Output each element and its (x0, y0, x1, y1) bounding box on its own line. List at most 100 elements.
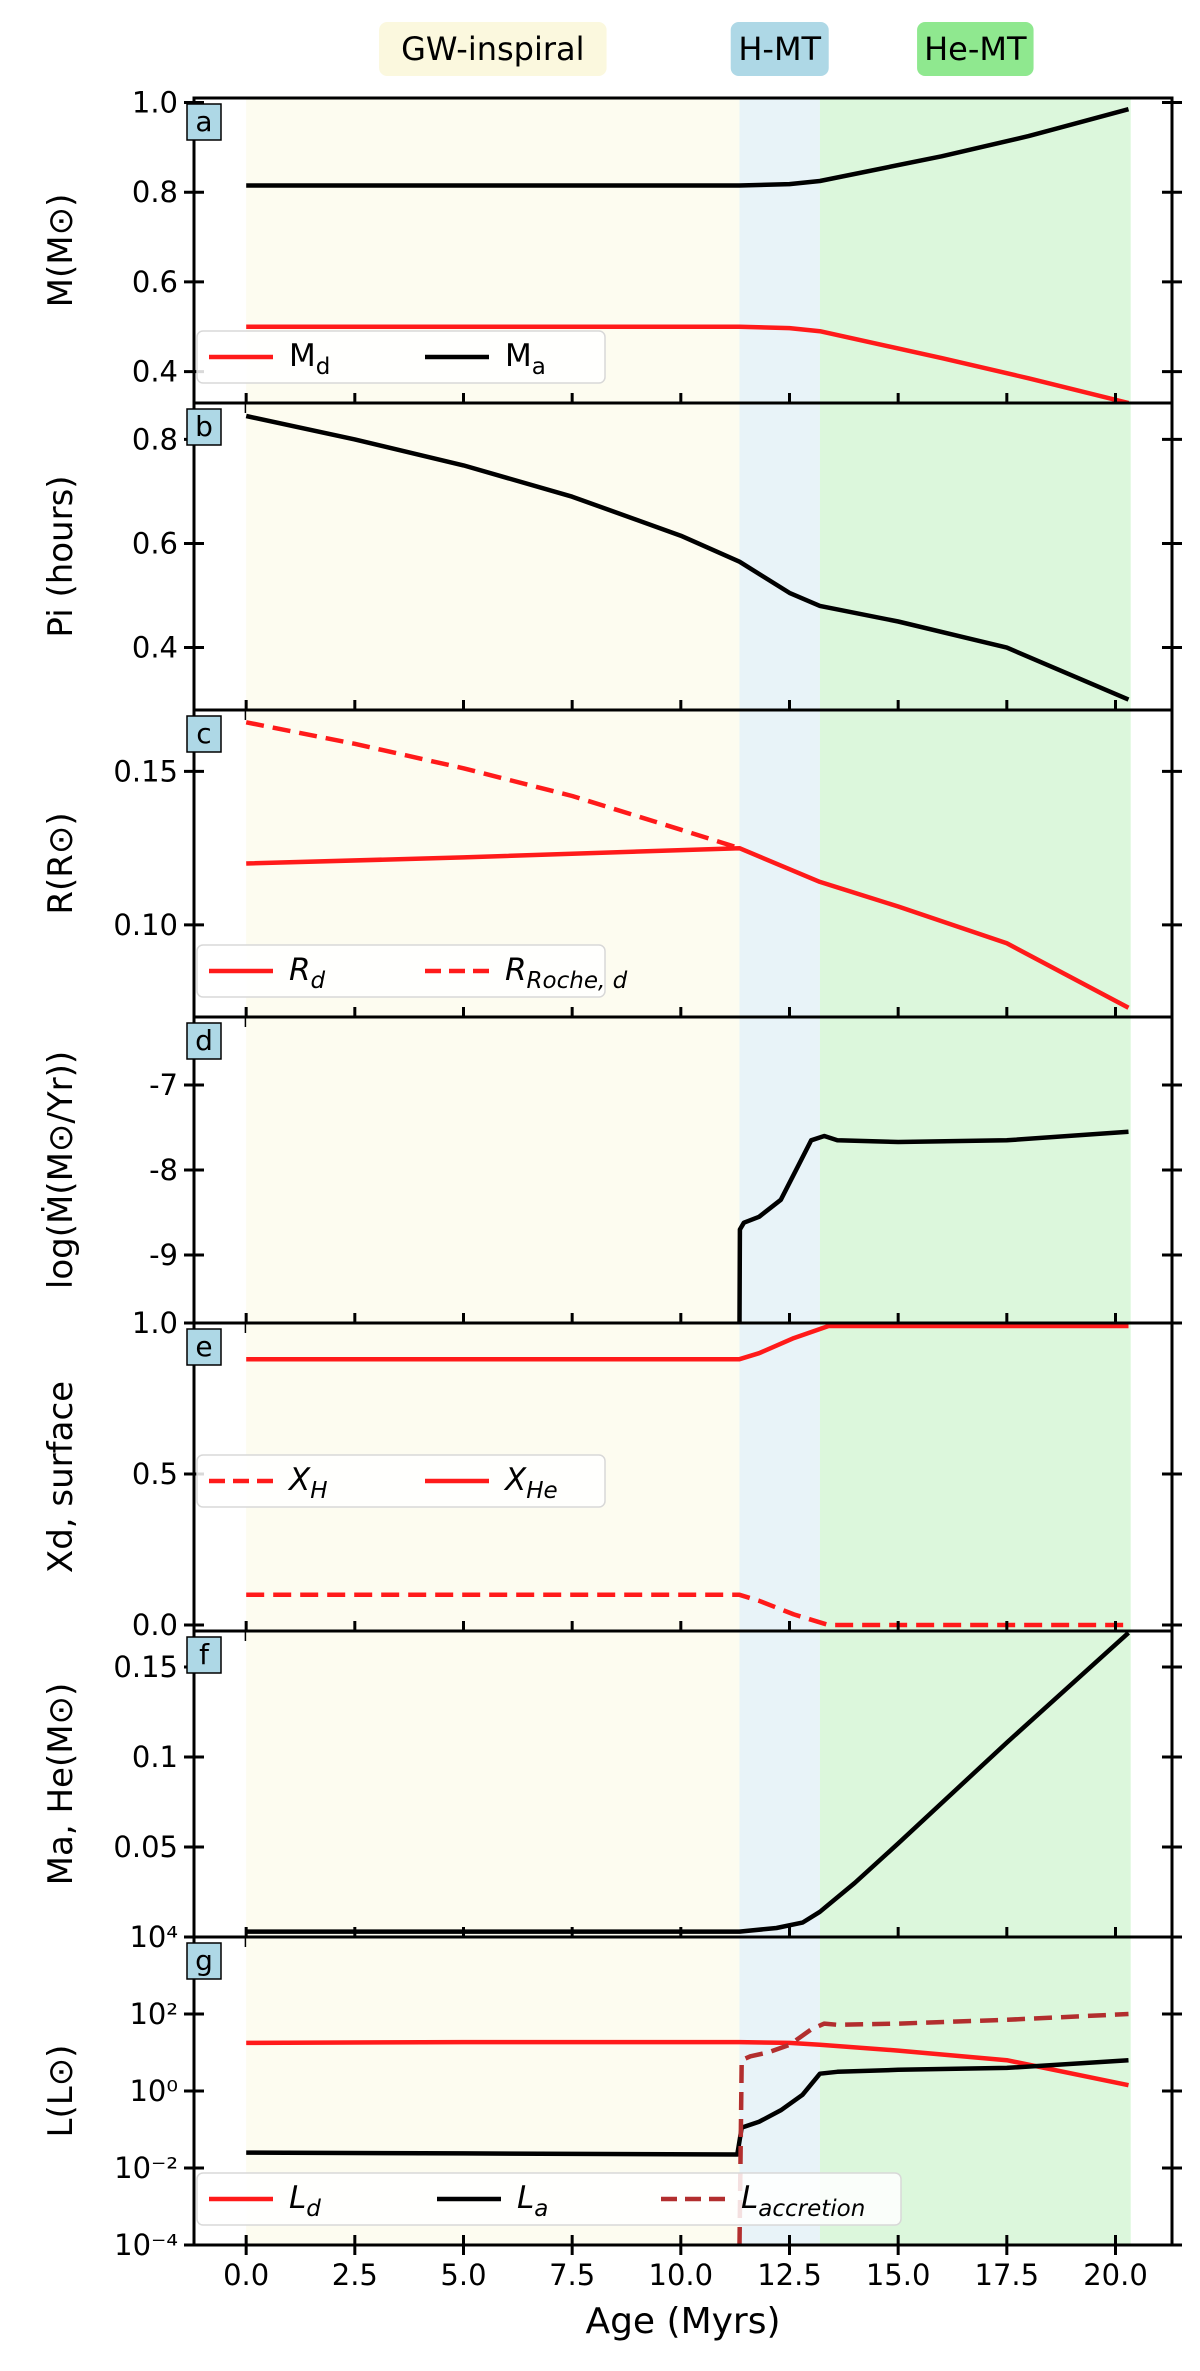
series-line-e-0 (246, 1323, 1129, 1362)
phase-band (819, 1631, 1131, 1937)
panel-letter-box (186, 1022, 222, 1060)
phase-label: H-MT (738, 30, 821, 68)
y-tick-label: 10⁻² (114, 2151, 178, 2185)
y-tick-label: -8 (149, 1153, 178, 1187)
phase-band (819, 98, 1131, 403)
y-tick-label: 10² (129, 1997, 178, 2031)
y-tick-label: 0.8 (132, 175, 178, 209)
panel-letter: f (199, 1638, 210, 1671)
phase-band (819, 710, 1131, 1017)
y-axis-label: R(R⊙) (41, 812, 81, 914)
y-tick-label: -7 (149, 1068, 178, 1102)
series-line-g-1 (246, 2057, 1129, 2157)
series-line-f-0 (246, 1631, 1131, 1934)
y-tick-label: 0.15 (113, 754, 178, 788)
phase-band (819, 1323, 1131, 1631)
x-axis: 0.0 2.5 5.0 7.5 10.0 12.5 15.0 17.5 20.0 Age (Myr… (223, 2258, 1148, 2342)
x-tick-label: 15.0 (866, 2258, 931, 2292)
panel-letter-box (186, 1636, 222, 1674)
series-group (246, 2011, 1129, 2245)
phase-labels: GW-inspiral H-MT He-MT (379, 22, 1034, 76)
phase-band (819, 1017, 1131, 1323)
y-tick-label: 10⁰ (129, 2074, 178, 2108)
panel-letter: a (195, 105, 212, 138)
y-axis-label: Ma, He(M⊙) (41, 1683, 81, 1886)
y-tick-label: 0.1 (132, 1740, 178, 1774)
y-tick-label: 0.0 (132, 1608, 178, 1642)
legend-label: Ma (505, 338, 546, 380)
phase-band (819, 403, 1131, 710)
y-axis-label: Xd, surface (41, 1381, 81, 1573)
y-axis-label: log(Ṁ(M⊙/Yr)) (41, 1051, 81, 1289)
phase-label-box (917, 22, 1034, 76)
phase-band (739, 403, 820, 710)
panel-letter-box (186, 1942, 222, 1980)
phase-band (739, 1631, 820, 1937)
x-tick-label: 5.0 (440, 2258, 486, 2292)
legend-label: La (517, 2180, 548, 2222)
x-tick-label: 20.0 (1083, 2258, 1148, 2292)
y-axis-label: L(L⊙) (41, 2045, 81, 2138)
panel-a: 0.4 0.6 0.8 1.0 a M(M⊙) Md Ma (41, 85, 1182, 413)
phase-label: He-MT (924, 30, 1027, 68)
panel-letter: b (195, 410, 213, 443)
panel-letter: c (196, 717, 211, 750)
legend (196, 330, 606, 384)
panel-c: 0.10 0.15 c R(R⊙) Rd RRoche, d (41, 708, 1182, 1027)
series-group (246, 1631, 1131, 1934)
phase-band (246, 1017, 740, 1323)
series-line-c-0 (246, 845, 1130, 1010)
y-tick-label: 0.8 (132, 422, 178, 456)
series-line-g-0 (246, 2039, 1129, 2088)
series-line-e-1 (246, 1592, 1129, 1628)
y-tick-label: 1.0 (132, 85, 178, 119)
series-line-b-0 (245, 413, 1130, 702)
panel-letter: d (195, 1024, 213, 1057)
y-tick-label: 0.05 (113, 1830, 178, 1864)
x-tick-label: 7.5 (549, 2258, 595, 2292)
x-tick-label: 12.5 (757, 2258, 822, 2292)
x-axis-label: Age (Myrs) (585, 2301, 780, 2342)
phase-band (739, 1323, 820, 1631)
legend-label: Md (289, 338, 330, 380)
legend-label: Laccretion (741, 2180, 865, 2222)
y-tick-label: 0.5 (132, 1457, 178, 1491)
phase-band (246, 1631, 740, 1937)
series-line-d-0 (737, 1129, 1129, 1323)
phase-band (739, 98, 820, 403)
panels: 0.4 0.6 0.8 1.0 a M(M⊙) Md Ma 0.4 0.6 0.8 b Pi (hour… (41, 85, 1182, 2262)
legend-label: RRoche, d (505, 952, 628, 994)
y-axis-label: M(M⊙) (41, 194, 81, 308)
series-group (245, 720, 1130, 1010)
y-tick-label: 0.15 (113, 1650, 178, 1684)
series-group (246, 107, 1130, 403)
phase-label: GW-inspiral (401, 30, 584, 68)
x-tick-label: 17.5 (975, 2258, 1040, 2292)
y-tick-label: 0.6 (132, 265, 178, 299)
series-group (245, 413, 1130, 702)
x-tick-label: 10.0 (649, 2258, 714, 2292)
legend (196, 944, 606, 998)
x-tick-label: 0.0 (223, 2258, 269, 2292)
panel-letter-box (186, 1328, 222, 1366)
legend-label: XHe (503, 1462, 558, 1504)
phase-label-box (379, 22, 607, 76)
series-group (246, 1323, 1129, 1628)
series-line-a-0 (246, 324, 1130, 403)
panel-letter-box (186, 715, 222, 753)
y-tick-label: 0.4 (132, 631, 178, 665)
legend-label: Ld (289, 2180, 321, 2222)
y-tick-label: 0.6 (132, 526, 178, 560)
panel-e: 0.0 0.5 1.0 e Xd, surface XH XHe (41, 1306, 1182, 1642)
y-tick-label: -9 (149, 1238, 178, 1272)
y-tick-label: 10⁴ (129, 1920, 178, 1954)
panel-g: 10⁻⁴ 10⁻² 10⁰ 10² 10⁴ g L(L⊙) Ld La Laccretion (41, 1920, 1182, 2262)
panel-letter: e (195, 1330, 212, 1363)
phase-band (739, 1017, 820, 1323)
series-line-a-1 (246, 107, 1130, 188)
x-tick-label: 2.5 (332, 2258, 378, 2292)
series-line-g-2 (737, 2011, 1129, 2245)
panel-letter-box (186, 408, 222, 446)
panel-d: -9 -8 -7 d log(Ṁ(M⊙/Yr)) (41, 1015, 1182, 1333)
